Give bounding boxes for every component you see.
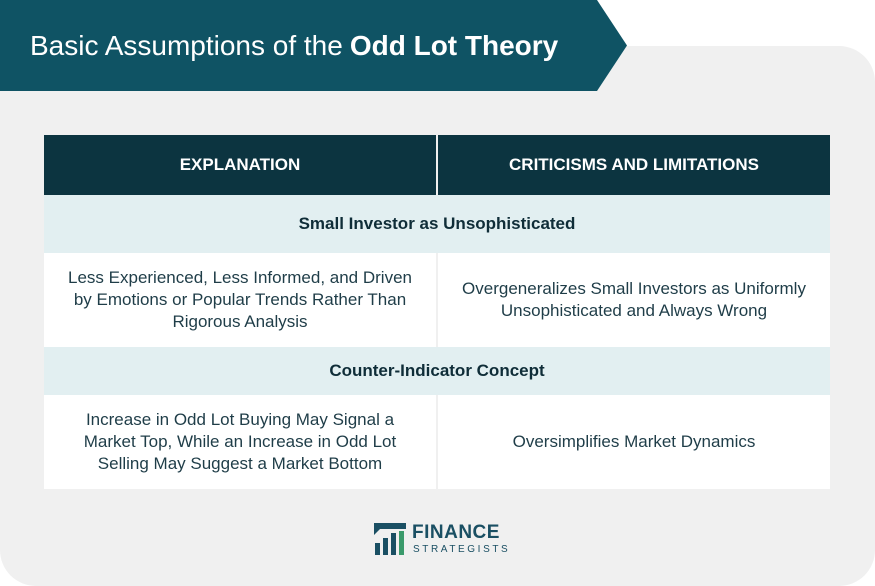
- table-header-row: EXPLANATION CRITICISMS AND LIMITATIONS: [44, 135, 830, 195]
- header-divider: [436, 135, 438, 195]
- title-banner: Basic Assumptions of the Odd Lot Theory: [0, 0, 627, 91]
- section-heading-row: Small Investor as Unsophisticated: [44, 195, 830, 253]
- header-criticisms: CRITICISMS AND LIMITATIONS: [509, 155, 759, 174]
- logo-subtitle: STRATEGISTS: [413, 544, 511, 555]
- finance-strategists-logo: FINANCE STRATEGISTS: [372, 519, 512, 557]
- explanation-cell: Less Experienced, Less Informed, and Dri…: [44, 253, 436, 347]
- assumptions-table: EXPLANATION CRITICISMS AND LIMITATIONS S…: [44, 135, 830, 489]
- criticism-cell: Oversimplifies Market Dynamics: [438, 395, 830, 489]
- table-row: Less Experienced, Less Informed, and Dri…: [44, 253, 830, 347]
- page-title: Basic Assumptions of the Odd Lot Theory: [30, 0, 558, 91]
- cell-divider: [436, 253, 438, 347]
- explanation-cell: Increase in Odd Lot Buying May Signal a …: [44, 395, 436, 489]
- logo-chart-icon: [374, 523, 406, 555]
- title-regular: Basic Assumptions of the: [30, 29, 343, 61]
- table-row: Increase in Odd Lot Buying May Signal a …: [44, 395, 830, 489]
- section-heading-row: Counter-Indicator Concept: [44, 347, 830, 395]
- banner-arrow-shape: [0, 0, 627, 91]
- cell-divider: [436, 395, 438, 489]
- criticism-cell: Overgeneralizes Small Investors as Unifo…: [438, 253, 830, 347]
- logo-name: FINANCE: [412, 522, 500, 543]
- title-bold: Odd Lot Theory: [349, 29, 559, 61]
- header-explanation: EXPLANATION: [179, 155, 301, 174]
